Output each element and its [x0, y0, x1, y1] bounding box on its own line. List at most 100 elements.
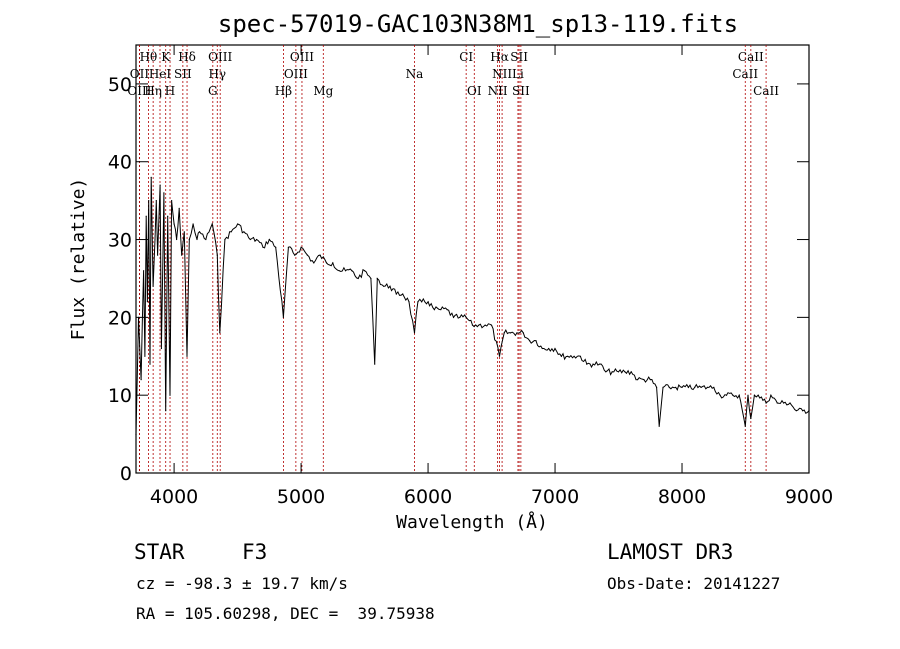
y-tick-label: 20 [108, 307, 132, 329]
y-axis-label: Flux (relative) [68, 178, 89, 341]
flux-data-point [548, 347, 550, 350]
flux-data-point [135, 433, 137, 435]
object-type: STAR [134, 540, 185, 564]
spectral-line-label: Hδ [178, 50, 196, 64]
flux-data-point [630, 371, 632, 373]
flux-data-point [598, 363, 601, 365]
flux-data-point [656, 386, 658, 388]
flux-data-point [522, 332, 524, 334]
flux-data-point [732, 394, 734, 396]
x-tick-label: 8000 [658, 486, 706, 508]
flux-data-point [155, 200, 157, 202]
flux-data-point [294, 254, 296, 256]
flux-data-point [484, 324, 486, 326]
spectral-line-label: NII [488, 84, 508, 98]
observation-date: Obs-Date: 20141227 [607, 574, 781, 593]
flux-data-point [617, 371, 620, 373]
flux-data-point [211, 223, 213, 225]
spectral-line-label: Mg [313, 84, 333, 98]
flux-data-point [776, 402, 778, 404]
flux-data-point [567, 355, 569, 357]
flux-data-point [165, 410, 167, 412]
x-axis-label: Wavelength (Å) [396, 511, 548, 533]
flux-data-point [643, 379, 645, 381]
flux-data-point [364, 270, 366, 272]
y-axis-ticks: 0 10 20 30 40 50 [108, 74, 809, 485]
flux-data-point [230, 231, 232, 233]
spectral-line-label: OIII [290, 50, 314, 64]
flux-data-point [402, 293, 404, 295]
flux-data-point [490, 324, 493, 326]
flux-data-point [145, 215, 147, 217]
spectral-line-label: G [208, 84, 218, 98]
flux-data-point [433, 309, 435, 311]
flux-data-point [478, 324, 480, 326]
spectral-line-label: CI [459, 50, 473, 64]
flux-data-point [183, 231, 185, 233]
flux-data-point [157, 254, 159, 256]
flux-data-point [750, 417, 752, 420]
survey-name: LAMOST DR3 [607, 540, 734, 564]
flux-data-point [152, 285, 154, 287]
flux-data-point [498, 355, 501, 357]
flux-data-point [681, 386, 683, 388]
flux-data-point [757, 394, 759, 396]
x-tick-label: 7000 [531, 486, 579, 508]
flux-data-point [169, 394, 171, 396]
flux-data-point [668, 386, 670, 388]
flux-data-point [510, 332, 512, 334]
flux-data-point [351, 270, 353, 272]
flux-data-point [282, 316, 284, 318]
flux-data-point [624, 371, 626, 373]
flux-data-point [319, 254, 321, 256]
flux-data-point [160, 347, 162, 350]
spectral-line-label: OIII [127, 84, 151, 98]
flux-data-point [753, 394, 756, 396]
spectral-line-label: Hγ [208, 67, 226, 81]
flux-data-point [196, 238, 198, 241]
flux-data-point [370, 277, 372, 280]
flux-data-point [808, 410, 810, 412]
x-tick-label: 6000 [404, 486, 452, 508]
flux-data-point [148, 200, 150, 202]
x-axis-ticks: 4000 5000 6000 7000 8000 9000 [150, 45, 833, 508]
spectral-line-markers [139, 45, 767, 473]
flux-data-point [275, 246, 277, 248]
flux-data-point [188, 238, 190, 241]
flux-data-point [658, 425, 660, 427]
flux-data-point [140, 379, 142, 381]
flux-data-point [738, 394, 740, 396]
flux-data-point [181, 254, 183, 256]
flux-data-point [503, 332, 505, 334]
flux-data-point [376, 277, 378, 280]
y-tick-label: 0 [120, 463, 132, 485]
flux-data-point [243, 231, 245, 233]
flux-data-point [178, 207, 180, 209]
flux-data-point [747, 394, 749, 396]
flux-data-point [440, 309, 442, 311]
flux-data-point [150, 176, 152, 178]
flux-data-point [300, 246, 302, 248]
flux-data-point [219, 332, 221, 334]
flux-data-point [471, 324, 474, 326]
flux-data-point [146, 301, 148, 303]
plot-frame [135, 44, 810, 474]
flux-data-point [144, 355, 146, 357]
flux-data-point [452, 316, 455, 318]
flux-data-point [268, 238, 270, 241]
flux-data-point [719, 394, 721, 396]
flux-data-point [611, 371, 613, 373]
flux-data-point [560, 355, 563, 357]
flux-data-point [421, 301, 423, 303]
flux-data-point [216, 254, 218, 256]
flux-data-point [554, 347, 556, 350]
flux-data-point [413, 332, 416, 334]
spectral-line-label: K [161, 50, 171, 64]
x-tick-label: 4000 [150, 486, 198, 508]
flux-data-point [154, 238, 156, 241]
spectral-line-label: Hθ [140, 50, 158, 64]
flux-data-points [135, 176, 810, 435]
flux-data-point [374, 363, 376, 365]
flux-data-point [198, 231, 201, 233]
